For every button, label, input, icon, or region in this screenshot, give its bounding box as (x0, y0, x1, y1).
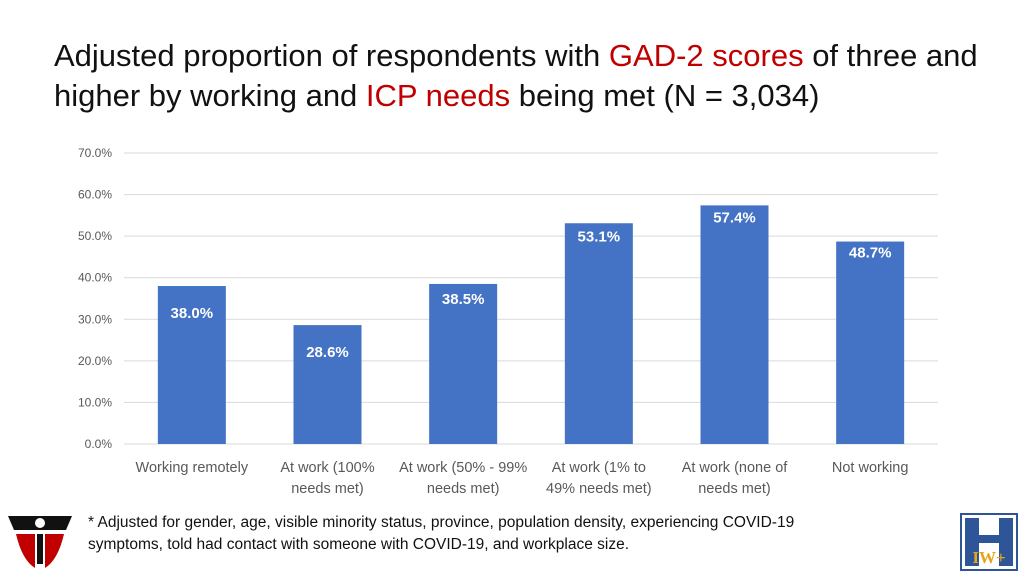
title-part-2: of three and higher by working and (54, 38, 978, 113)
footnote: * Adjusted for gender, age, visible mino… (88, 512, 928, 556)
y-tick-label: 20.0% (78, 354, 112, 368)
footnote-line-1: * Adjusted for gender, age, visible mino… (88, 514, 795, 531)
x-tick-label: Not working (832, 460, 909, 476)
x-tick-label: needs met) (427, 481, 500, 497)
y-tick-label: 0.0% (85, 437, 113, 451)
chart-title: Adjusted proportion of respondents with … (54, 36, 994, 116)
x-tick-label: Working remotely (136, 460, 249, 476)
y-tick-label: 60.0% (78, 188, 112, 202)
x-tick-label: At work (1% to (552, 460, 646, 476)
y-tick-label: 40.0% (78, 271, 112, 285)
bar (157, 286, 226, 444)
data-label: 38.0% (171, 305, 214, 322)
y-tick-label: 30.0% (78, 312, 112, 326)
y-tick-label: 50.0% (78, 229, 112, 243)
bar (293, 325, 362, 444)
x-tick-label: At work (50% - 99% (399, 460, 527, 476)
y-tick-label: 10.0% (78, 395, 112, 409)
data-label: 28.6% (306, 344, 349, 361)
iwh-logo-text: IW+ (972, 548, 1005, 567)
footnote-line-2: symptoms, told had contact with someone … (88, 536, 630, 553)
iwh-logo-icon: IW+ (960, 513, 1018, 576)
bar (564, 223, 633, 444)
person-shield-logo-icon (6, 510, 74, 575)
y-tick-label: 70.0% (78, 146, 112, 160)
title-highlight-gad2: GAD-2 scores (608, 38, 804, 73)
title-highlight-icp: ICP needs (365, 78, 511, 113)
data-label: 53.1% (578, 228, 621, 245)
bar (836, 241, 905, 444)
data-label: 38.5% (442, 291, 485, 308)
data-label: 48.7% (849, 245, 892, 262)
x-tick-label: At work (100% (280, 460, 374, 476)
data-label: 57.4% (713, 209, 756, 226)
title-part-1: Adjusted proportion of respondents with (54, 38, 609, 73)
x-tick-label: needs met) (291, 481, 364, 497)
x-tick-label: At work (none of (682, 460, 789, 476)
bar (700, 205, 769, 444)
x-tick-label: needs met) (698, 481, 771, 497)
bar (429, 283, 498, 444)
x-tick-label: 49% needs met) (546, 481, 652, 497)
title-part-3: being met (N = 3,034) (510, 78, 820, 113)
